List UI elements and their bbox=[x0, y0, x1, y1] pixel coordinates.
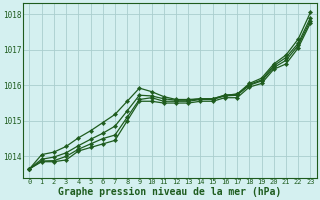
X-axis label: Graphe pression niveau de la mer (hPa): Graphe pression niveau de la mer (hPa) bbox=[58, 186, 282, 197]
